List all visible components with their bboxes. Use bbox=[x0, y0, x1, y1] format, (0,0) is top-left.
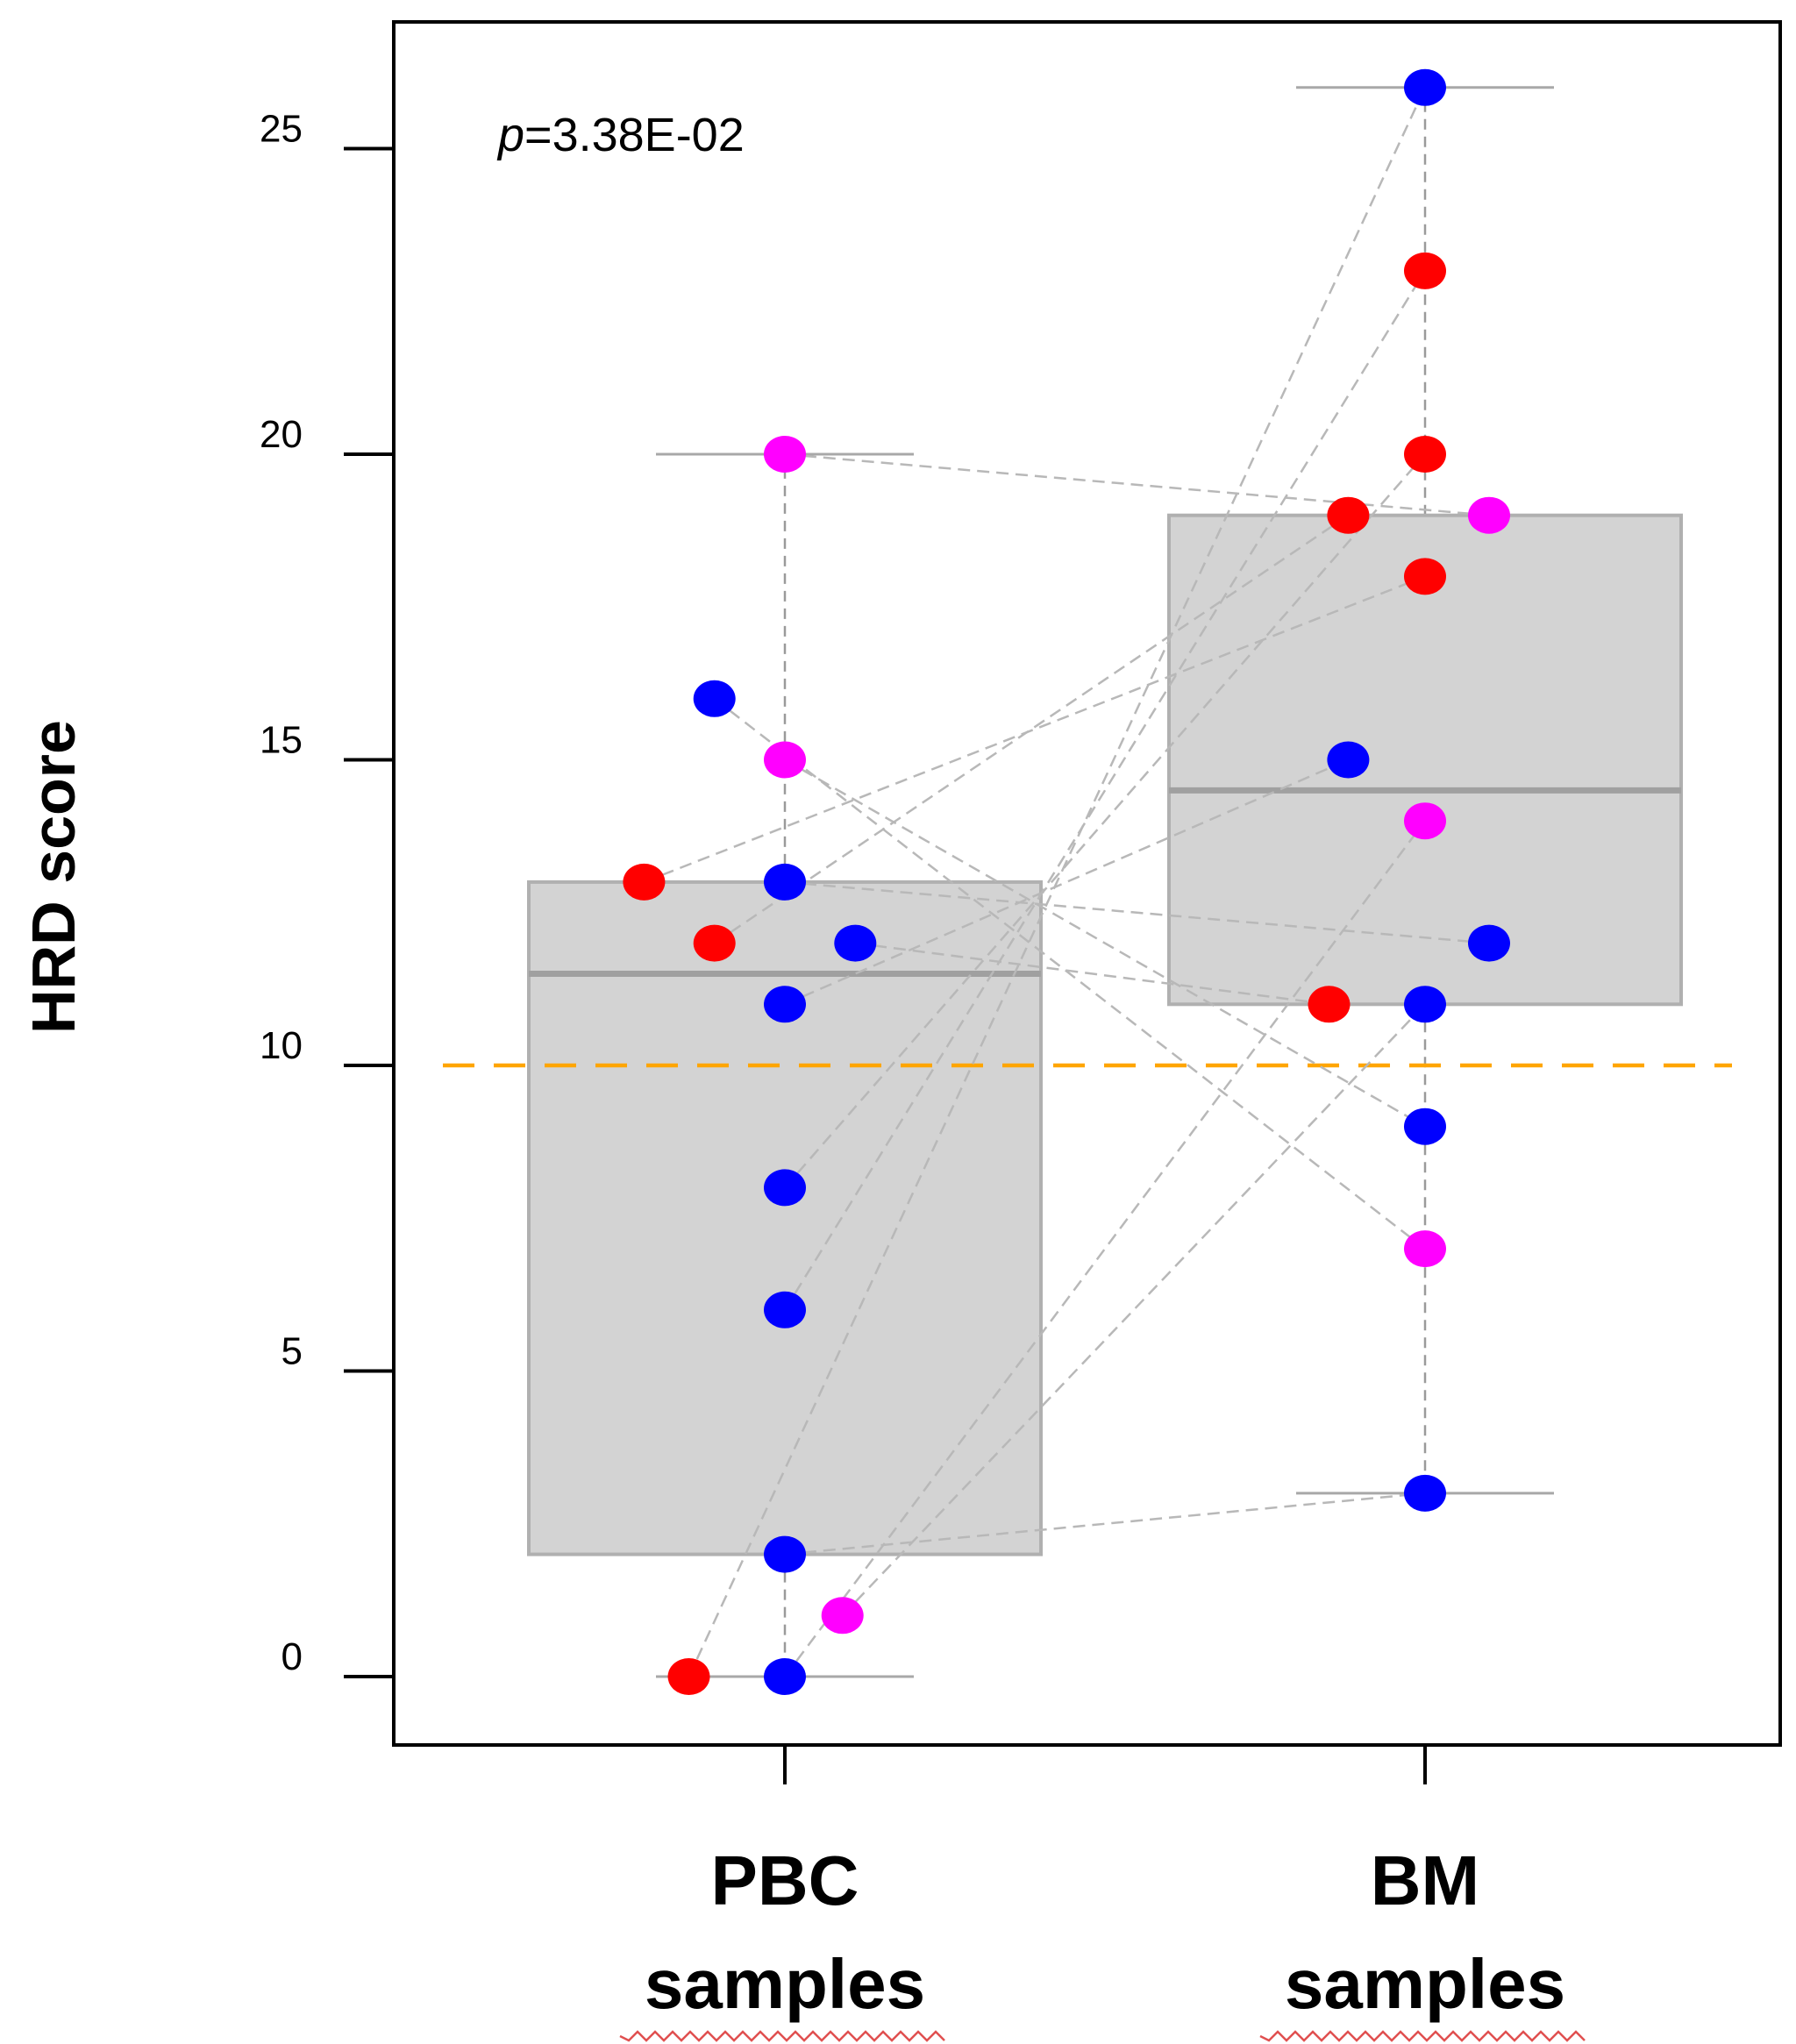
point-bm-3 bbox=[1404, 1107, 1446, 1145]
pair-line-pbc-11-bm-6 bbox=[784, 880, 1490, 944]
point-pbc-13 bbox=[693, 680, 736, 717]
category-label-pbc: PBC bbox=[711, 1841, 859, 1919]
point-bm-10 bbox=[1327, 496, 1370, 534]
point-pbc-6 bbox=[764, 1169, 806, 1207]
point-bm-6 bbox=[1468, 924, 1510, 962]
y-tick-label-15: 15 bbox=[260, 719, 303, 762]
pair-line-pbc-9-bm-4 bbox=[855, 942, 1329, 1006]
y-tick-label-25: 25 bbox=[260, 108, 303, 151]
point-pbc-9 bbox=[834, 924, 877, 962]
pair-line-pbc-3-bm-5 bbox=[841, 1003, 1426, 1617]
category-sublabel-pbc: samples bbox=[645, 1945, 925, 2023]
y-axis-label: HRD score bbox=[19, 720, 88, 1034]
spellcheck-underline-bm bbox=[1259, 2030, 1586, 2042]
spellcheck-underline-pbc bbox=[619, 2030, 945, 2042]
point-bm-9 bbox=[1404, 558, 1446, 595]
point-pbc-14 bbox=[764, 436, 806, 473]
pair-line-pbc-10-bm-9 bbox=[643, 575, 1426, 884]
category-label-bm: BM bbox=[1371, 1841, 1479, 1919]
pair-line-pbc-13-bm-2 bbox=[713, 697, 1426, 1250]
point-pbc-1 bbox=[667, 1658, 710, 1695]
point-pbc-4 bbox=[764, 1535, 806, 1573]
point-bm-4 bbox=[1308, 986, 1351, 1023]
p-value-annotation: p=3.38E-02 bbox=[496, 109, 745, 161]
pair-line-pbc-1-bm-14 bbox=[688, 87, 1427, 1677]
point-bm-13 bbox=[1404, 252, 1446, 289]
point-pbc-8 bbox=[693, 924, 736, 962]
plot-frame bbox=[392, 20, 1782, 1747]
y-tick-label-0: 0 bbox=[282, 1635, 303, 1678]
point-pbc-12 bbox=[764, 741, 806, 779]
point-bm-14 bbox=[1404, 68, 1446, 106]
pair-line-pbc-6-bm-12 bbox=[784, 453, 1426, 1189]
pair-line-pbc-14-bm-11 bbox=[784, 452, 1490, 516]
pair-lines-layer bbox=[643, 87, 1490, 1677]
point-bm-11 bbox=[1468, 496, 1510, 534]
point-pbc-2 bbox=[764, 1658, 806, 1695]
pair-line-pbc-7-bm-8 bbox=[784, 758, 1349, 1006]
pair-line-pbc-8-bm-10 bbox=[714, 514, 1350, 944]
p-value-text: =3.38E-02 bbox=[524, 109, 745, 161]
point-bm-7 bbox=[1404, 802, 1446, 840]
pair-line-pbc-12-bm-3 bbox=[784, 758, 1426, 1128]
y-tick-label-10: 10 bbox=[260, 1024, 303, 1067]
point-bm-12 bbox=[1404, 436, 1446, 473]
points-layer bbox=[623, 68, 1510, 1695]
pair-line-pbc-2-bm-7 bbox=[783, 820, 1427, 1677]
axes-layer: 0 5 10 15 20 25 bbox=[260, 20, 1782, 2042]
point-pbc-10 bbox=[623, 863, 666, 901]
point-bm-8 bbox=[1327, 741, 1370, 779]
y-tick-label-20: 20 bbox=[260, 413, 303, 456]
point-bm-2 bbox=[1404, 1230, 1446, 1268]
point-pbc-5 bbox=[764, 1291, 806, 1328]
pair-line-pbc-4-bm-1 bbox=[784, 1492, 1426, 1556]
boxes-layer bbox=[527, 86, 1683, 1678]
p-value-symbol: p bbox=[496, 109, 524, 161]
y-tick-label-5: 5 bbox=[282, 1330, 303, 1373]
point-bm-5 bbox=[1404, 986, 1446, 1023]
point-bm-1 bbox=[1404, 1474, 1446, 1512]
category-sublabel-bm: samples bbox=[1285, 1945, 1565, 2023]
point-pbc-11 bbox=[764, 863, 806, 901]
pair-line-pbc-5-bm-13 bbox=[783, 270, 1427, 1311]
point-pbc-3 bbox=[821, 1597, 864, 1634]
point-pbc-7 bbox=[764, 986, 806, 1023]
